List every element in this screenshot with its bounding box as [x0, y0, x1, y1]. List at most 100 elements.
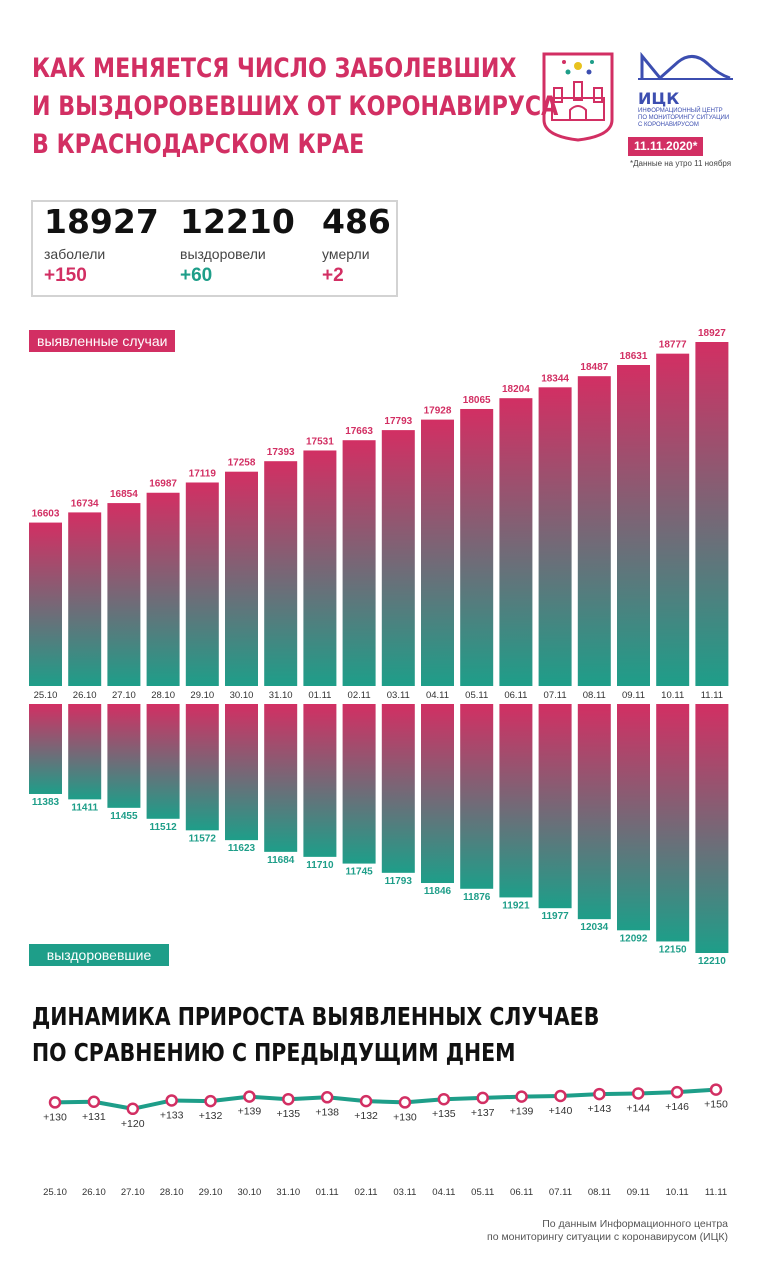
data-note: *Данные на утро 11 ноября	[630, 159, 732, 168]
recovered-bar	[303, 704, 337, 857]
cases-bar	[421, 419, 454, 686]
stat-label: заболели	[44, 246, 106, 262]
growth-point	[709, 1083, 723, 1096]
growth-value-label: +131	[82, 1111, 106, 1123]
recovered-bar	[29, 704, 62, 794]
line-chart: +130 +131 +120 +133 +132 +139 +135 +138 +132 +130…	[43, 1083, 728, 1198]
growth-value-label: +139	[238, 1106, 262, 1118]
growth-value-label: +139	[510, 1106, 534, 1118]
cases-bar	[695, 342, 729, 686]
date-tick-label: 26.10	[73, 690, 97, 701]
date-tick-label: 07.11	[544, 690, 567, 701]
cases-value-label: 16987	[149, 479, 177, 490]
cases-tag: выявленные случаи	[29, 330, 176, 352]
growth-point	[204, 1094, 217, 1108]
growth-date-label: 26.10	[82, 1187, 106, 1198]
date-tick-label: 31.10	[269, 690, 293, 701]
cases-value-label: 18927	[698, 328, 726, 339]
date-tick-label: 01.11	[308, 690, 331, 701]
recovered-bar	[656, 704, 690, 942]
growth-date-label: 07.11	[549, 1187, 572, 1198]
cases-value-label: 18344	[541, 373, 569, 384]
recovered-value-label: 11383	[32, 797, 60, 808]
date-tick-label: 30.10	[230, 690, 254, 701]
growth-line	[54, 1087, 717, 1111]
stat-label: выздоровели	[180, 246, 266, 262]
stat-delta: +60	[180, 265, 213, 286]
cases-value-label: 18065	[463, 395, 491, 406]
cases-bar	[460, 408, 494, 686]
growth-date-label: 30.10	[238, 1187, 262, 1198]
growth-date-label: 27.10	[121, 1187, 145, 1198]
growth-value-label: +146	[665, 1101, 689, 1113]
recovered-value-label: 11684	[267, 855, 295, 866]
recovered-bar	[381, 704, 415, 873]
growth-point	[359, 1094, 373, 1108]
growth-value-label: +133	[160, 1109, 184, 1121]
recovered-bar	[695, 704, 729, 953]
cases-value-label: 17793	[384, 416, 412, 427]
recovered-value-label: 11846	[424, 886, 452, 897]
footer-line-2: по мониторингу ситуации с коронавирусом …	[487, 1231, 728, 1243]
growth-point	[48, 1096, 62, 1109]
recovered-bar	[107, 704, 141, 808]
recovered-value-label: 11745	[345, 867, 373, 878]
logo-subtitle: ИНФОРМАЦИОННЫЙ ЦЕНТР ПО МОНИТОРИНГУ СИТУ…	[638, 108, 730, 128]
cases-value-label: 17928	[424, 406, 452, 417]
cases-bar	[68, 512, 102, 686]
recovered-bar	[538, 704, 572, 909]
recovered-bar	[460, 704, 494, 889]
cases-bar	[656, 353, 690, 686]
cases-value-label: 17531	[306, 436, 334, 447]
recovered-value-label: 11876	[463, 892, 491, 903]
growth-date-label: 03.11	[393, 1187, 416, 1198]
recovered-value-label: 12092	[620, 933, 648, 944]
date-tick-label: 29.10	[190, 690, 214, 701]
recovered-value-label: 12150	[659, 944, 687, 955]
stat-value: 12210	[180, 202, 295, 241]
recovered-bar	[342, 704, 376, 864]
growth-point	[554, 1089, 567, 1103]
cases-bar	[146, 492, 180, 686]
line-chart-title-2: ПО СРАВНЕНИЮ С ПРЕДЫДУЩИМ ДНЕМ	[32, 1038, 516, 1067]
cases-value-label: 16854	[110, 489, 138, 500]
cases-bar	[499, 398, 533, 686]
recovered-value-label: 11710	[306, 860, 334, 871]
stat-recovered: 12210 выздоровели +60	[180, 202, 295, 287]
date-tick-label: 02.11	[348, 690, 371, 701]
ick-logo-icon	[638, 51, 733, 81]
recovered-bar	[68, 704, 102, 800]
date-badge: 11.11.2020*	[628, 137, 704, 156]
recovered-value-label: 11411	[71, 802, 98, 813]
growth-date-label: 31.10	[276, 1187, 300, 1198]
logo-name: ИЦК	[638, 89, 680, 108]
growth-value-label: +135	[432, 1108, 456, 1120]
cases-bar	[617, 365, 650, 686]
growth-point	[437, 1092, 451, 1106]
growth-point	[515, 1090, 528, 1103]
growth-value-label: +150	[704, 1099, 728, 1111]
cases-value-label: 18487	[580, 362, 608, 373]
footer-line-1: По данным Информационного центра	[542, 1218, 728, 1230]
date-tick-label: 04.11	[426, 690, 449, 701]
cases-bar	[264, 461, 298, 686]
recovered-bar	[185, 704, 219, 831]
growth-date-label: 10.11	[666, 1187, 689, 1198]
title-line-2: И ВЫЗДОРОВЕВШИХ ОТ КОРОНАВИРУСА	[32, 91, 559, 122]
cases-bar	[381, 430, 415, 686]
cases-bar	[29, 522, 62, 686]
growth-date-label: 29.10	[199, 1187, 223, 1198]
cases-value-label: 16734	[71, 498, 99, 509]
cases-value-label: 17393	[267, 447, 295, 458]
growth-point	[398, 1096, 412, 1109]
date-tick-label: 09.11	[622, 690, 645, 701]
growth-date-label: 09.11	[627, 1187, 650, 1198]
recovered-bar	[146, 704, 180, 819]
date-tick-label: 11.11	[701, 690, 723, 701]
recovered-bar	[499, 704, 533, 898]
cases-value-label: 17663	[345, 426, 373, 437]
stat-deaths: 486 умерли +2	[322, 202, 391, 287]
growth-date-label: 06.11	[510, 1187, 533, 1198]
stat-value: 18927	[44, 202, 159, 241]
line-chart-title-1: ДИНАМИКА ПРИРОСТА ВЫЯВЛЕННЫХ СЛУЧАЕВ	[32, 1002, 600, 1031]
